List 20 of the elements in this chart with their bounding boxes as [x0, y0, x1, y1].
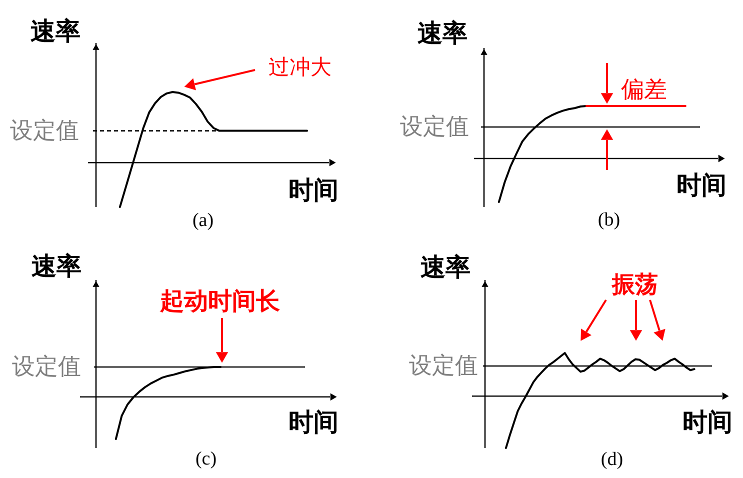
y-axis-title: 速率 [30, 16, 80, 46]
text: (a) [192, 210, 214, 231]
x-axis-title: 时间 [676, 170, 726, 200]
y-axis-title: 速率 [418, 18, 468, 48]
ref-line-label: 设定值 [10, 118, 79, 144]
text: (d) [600, 449, 624, 470]
x-axis-title: 时间 [288, 176, 338, 204]
y-axis-title: 速率 [32, 252, 82, 280]
text: 过冲大 [268, 55, 332, 79]
ref-line-label: 设定值 [12, 354, 81, 380]
text: 振荡 [611, 272, 658, 298]
y-axis-title: 速率 [420, 252, 470, 282]
x-axis-title: 时间 [682, 408, 732, 436]
ref-line-label: 设定值 [409, 352, 478, 379]
text: 偏差 [621, 77, 667, 103]
ref-line-label: 设定值 [400, 114, 469, 140]
text: (b) [598, 210, 620, 231]
text: 起动时间长 [159, 287, 280, 315]
text: (c) [195, 448, 217, 470]
x-axis-title: 时间 [288, 408, 338, 436]
